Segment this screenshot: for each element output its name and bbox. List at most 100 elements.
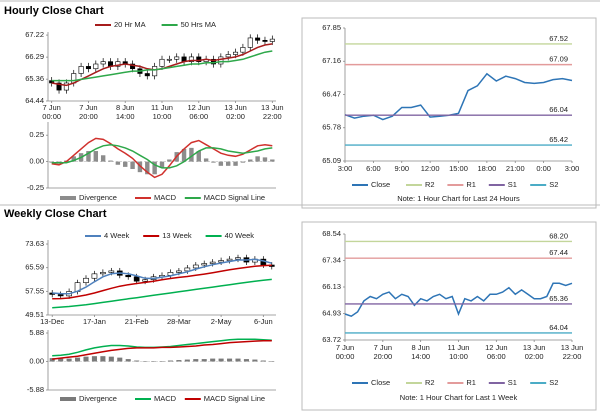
candle-body <box>159 58 165 67</box>
candle-body <box>269 38 275 42</box>
candle-body <box>152 66 158 77</box>
y-tick-label: 0.00 <box>29 356 44 365</box>
x-tick-label: 6:00 <box>366 164 381 173</box>
divergence-bar <box>93 151 99 162</box>
legend-label: S1 <box>508 378 517 387</box>
y-tick-label: 49.51 <box>25 310 44 319</box>
x-tick-label: 7 Jun 00:00 <box>335 343 355 361</box>
legend-label: Divergence <box>79 193 117 202</box>
candle-body <box>93 63 99 70</box>
candle-body <box>226 258 233 261</box>
y-tick-label: 5.88 <box>29 328 44 337</box>
note: Note: 1 Hour Chart for Last 1 Week <box>400 393 518 402</box>
level-label: 65.42 <box>549 135 568 144</box>
divergence-bar <box>210 358 216 362</box>
x-tick-label: 17-Jan <box>82 317 106 326</box>
series-line <box>52 278 272 309</box>
y-tick-label: 63.72 <box>322 335 341 344</box>
candle-body <box>192 264 199 269</box>
candle-body <box>91 273 98 279</box>
x-tick-label: 8 Jun 14:00 <box>115 103 135 121</box>
legend-label: R2 <box>425 378 435 387</box>
y-tick-label: 68.54 <box>322 229 341 238</box>
y-tick-label: 65.09 <box>322 156 341 165</box>
divergence-bar <box>193 359 199 362</box>
candle-body <box>262 39 268 42</box>
legend-label: R1 <box>466 180 476 189</box>
y-tick-label: 66.29 <box>25 52 44 61</box>
candle-body <box>174 56 180 60</box>
divergence-bar <box>134 360 140 362</box>
divergence-bar <box>49 358 55 362</box>
divergence-bar <box>184 359 190 362</box>
candle-body <box>196 56 202 62</box>
divergence-bar <box>115 161 121 165</box>
legend-label: 13 Week <box>162 231 192 240</box>
panel-border <box>301 221 597 411</box>
divergence-bar <box>49 161 54 163</box>
divergence-bar <box>108 356 114 362</box>
candle-body <box>57 294 64 297</box>
level-label: 68.20 <box>549 231 568 240</box>
legend-label: Close <box>371 180 390 189</box>
legend-label: S1 <box>508 180 517 189</box>
level-label: 65.36 <box>549 294 568 303</box>
candle-body <box>210 58 216 65</box>
candle-body <box>247 37 253 48</box>
x-tick-label: 7 Jun 20:00 <box>79 103 98 121</box>
y-tick-label: -5.88 <box>27 385 44 394</box>
x-tick-label: 13 Jun 22:00 <box>261 103 284 121</box>
divergence-bar <box>75 357 81 362</box>
divergence-bar <box>189 147 194 162</box>
x-tick-label: 21:00 <box>505 164 525 173</box>
candle-body <box>78 66 84 74</box>
candle-body <box>108 270 115 273</box>
divergence-bar <box>218 161 224 166</box>
divergence-bar <box>100 356 106 362</box>
divergence-bar <box>137 161 143 173</box>
legend-label: MACD <box>154 193 177 202</box>
y-tick-label: 67.85 <box>322 23 341 32</box>
legend-label: Close <box>371 378 390 387</box>
divergence-bar <box>181 148 187 162</box>
x-tick-label: 12 Jun 06:00 <box>485 343 508 361</box>
x-tick-label: 13 Jun 02:00 <box>224 103 247 121</box>
divergence-bar <box>123 161 128 167</box>
candle-body <box>49 80 55 84</box>
candle-body <box>218 56 224 65</box>
series-line <box>51 143 273 169</box>
x-tick-label: 21-Feb <box>124 317 149 326</box>
x-tick-label: 3:00 <box>337 164 353 173</box>
level-label: 64.04 <box>549 323 568 332</box>
divergence-bar <box>248 159 253 162</box>
divergence-bar <box>218 358 224 362</box>
x-tick-label: 11 Jun 10:00 <box>447 343 470 361</box>
candle-body <box>142 279 148 282</box>
y-tick-label: 0.25 <box>29 130 44 139</box>
x-tick-label: 12 Jun 06:00 <box>187 103 211 121</box>
candle-body <box>184 267 191 272</box>
divergence-bar <box>260 360 266 362</box>
divergence-bar <box>233 161 238 166</box>
x-tick-label: 15:00 <box>449 164 468 173</box>
legend-swatch <box>60 397 76 401</box>
y-tick-label: 67.22 <box>25 30 44 39</box>
divergence-bar <box>167 159 172 162</box>
note: Note: 1 Hour Chart for Last 24 Hours <box>397 194 520 203</box>
divergence-bar <box>235 358 241 362</box>
divergence-bar <box>152 161 157 175</box>
series-line <box>344 72 573 121</box>
x-tick-label: 13-Dec <box>40 317 65 326</box>
y-tick-label: 0.00 <box>29 157 44 166</box>
candle-body <box>209 261 216 264</box>
legend-label: R2 <box>425 180 435 189</box>
candle-body <box>100 61 106 65</box>
legend-label: S2 <box>549 180 558 189</box>
y-tick-label: 67.34 <box>322 255 341 264</box>
divergence-bar <box>159 161 165 168</box>
divergence-bar <box>100 155 106 162</box>
series-line <box>52 264 272 300</box>
y-tick-label: -0.25 <box>27 183 44 192</box>
